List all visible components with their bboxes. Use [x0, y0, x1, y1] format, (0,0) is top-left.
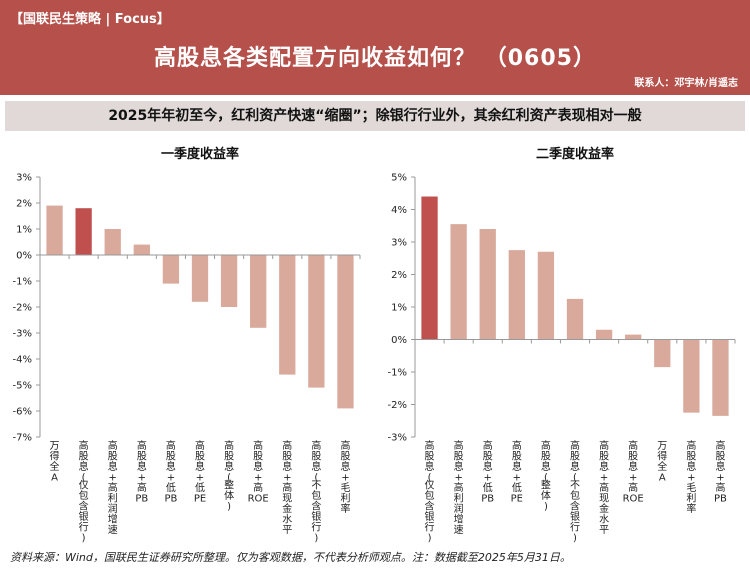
bar [308, 255, 325, 388]
y-tick-label: -1% [13, 277, 32, 288]
bar [421, 196, 438, 340]
category-label: 高股息(仅包含银行) [79, 439, 89, 544]
bar [450, 224, 467, 340]
category-label: 高股息+高 ROE [623, 439, 644, 505]
category-label: 高股息(整体) [224, 439, 234, 513]
chart-q2: 二季度收益率 5% 4% 3% 2% 1% 0% -1% -2% -3% 高股息(仅包含银行) 高股息… [375, 140, 750, 550]
y-tick-label: -2% [13, 303, 32, 314]
bar [625, 334, 642, 340]
category-label: 高股息+高 PB [135, 439, 148, 505]
y-tick-label: 3% [391, 238, 407, 249]
y-tick-label: 1% [391, 303, 407, 314]
chart-q1: 一季度收益率 3% 2% 1% 0% -1% -2% -3% -4% -5% -6% -7% 万得全 A 高… [0, 140, 375, 550]
brand-label: 【国联民生策略 | Focus】 [10, 12, 170, 27]
bar [75, 208, 92, 255]
chart-q1-svg: 一季度收益率 3% 2% 1% 0% -1% -2% -3% -4% -5% -6% -7% 万得全 A 高… [13, 146, 361, 544]
category-label: 万得全 A [657, 441, 667, 484]
bar [104, 229, 121, 255]
y-tick-label: -3% [388, 433, 407, 444]
category-label: 高股息+低 PE [194, 439, 206, 505]
category-label: 高股息+毛利率 [686, 439, 696, 515]
category-label: 高股息(仅包含银行) [425, 439, 435, 544]
bar [191, 255, 209, 302]
category-label: 高股息+毛利率 [340, 439, 350, 515]
bar [162, 255, 180, 284]
contact-info: 联系人：邓宇林/肖遥志 [634, 78, 738, 89]
y-tick-label: -2% [388, 400, 407, 411]
bar [46, 205, 63, 255]
category-label: 高股息+高现金水平 [282, 439, 292, 536]
category-label: 高股息(不包含银行) [311, 439, 321, 544]
y-tick-label: -4% [13, 355, 32, 366]
bar [537, 251, 555, 340]
category-label: 高股息+高现金水平 [599, 439, 609, 536]
y-tick-label: -7% [13, 433, 32, 444]
y-tick-label: -6% [13, 407, 32, 418]
page-title: 高股息各类配置方向收益如何？ （0605） [154, 46, 596, 71]
source-note: 资料来源：Wind，国联民生证券研究所整理。仅为客观数据，不代表分析师观点。注：… [10, 551, 571, 564]
category-label: 高股息(不包含银行) [570, 439, 580, 544]
y-tick-label: 4% [391, 205, 407, 216]
y-tick-label: 0% [16, 251, 32, 262]
bar [683, 339, 700, 413]
header-banner: 【国联民生策略 | Focus】 高股息各类配置方向收益如何？ （0605） 联… [0, 0, 750, 95]
bar [566, 298, 584, 340]
bar [133, 244, 150, 255]
bar [712, 339, 729, 416]
y-tick-label: -1% [388, 368, 407, 379]
bar [654, 339, 671, 368]
y-tick-label: 2% [391, 270, 407, 281]
chart-q2-svg: 二季度收益率 5% 4% 3% 2% 1% 0% -1% -2% -3% 高股息(仅包含银行) 高股息… [388, 146, 736, 544]
y-tick-label: 5% [391, 173, 407, 184]
category-label: 万得全 A [50, 441, 60, 484]
bar [595, 329, 613, 340]
y-tick-label: -3% [13, 329, 32, 340]
category-label: 高股息+低 PB [481, 439, 494, 505]
bar [479, 229, 496, 340]
category-label: 高股息+低 PB [164, 439, 177, 505]
category-label: 高股息+高 PB [714, 439, 727, 505]
chart-title: 二季度收益率 [536, 146, 614, 162]
bar [337, 255, 354, 409]
y-tick-label: 3% [16, 173, 32, 184]
category-label: 高股息+高利润增速 [108, 439, 118, 536]
category-label: 高股息+高利润增速 [454, 439, 464, 536]
category-label: 高股息+高 ROE [248, 439, 269, 505]
category-label: 高股息(整体) [541, 439, 551, 513]
subtitle-bar: 2025年年初至今，红利资产快速“缩圈”；除银行行业外，其余红利资产表现相对一般 [5, 101, 745, 131]
y-tick-label: 2% [16, 199, 32, 210]
bar [220, 255, 238, 307]
category-label: 高股息+低 PE [511, 439, 523, 505]
y-tick-label: 0% [391, 335, 407, 346]
bar [508, 250, 525, 340]
chart-title: 一季度收益率 [161, 146, 239, 162]
bar [250, 255, 267, 328]
y-tick-label: -5% [13, 381, 32, 392]
y-tick-label: 1% [16, 225, 32, 236]
bar [279, 255, 296, 375]
